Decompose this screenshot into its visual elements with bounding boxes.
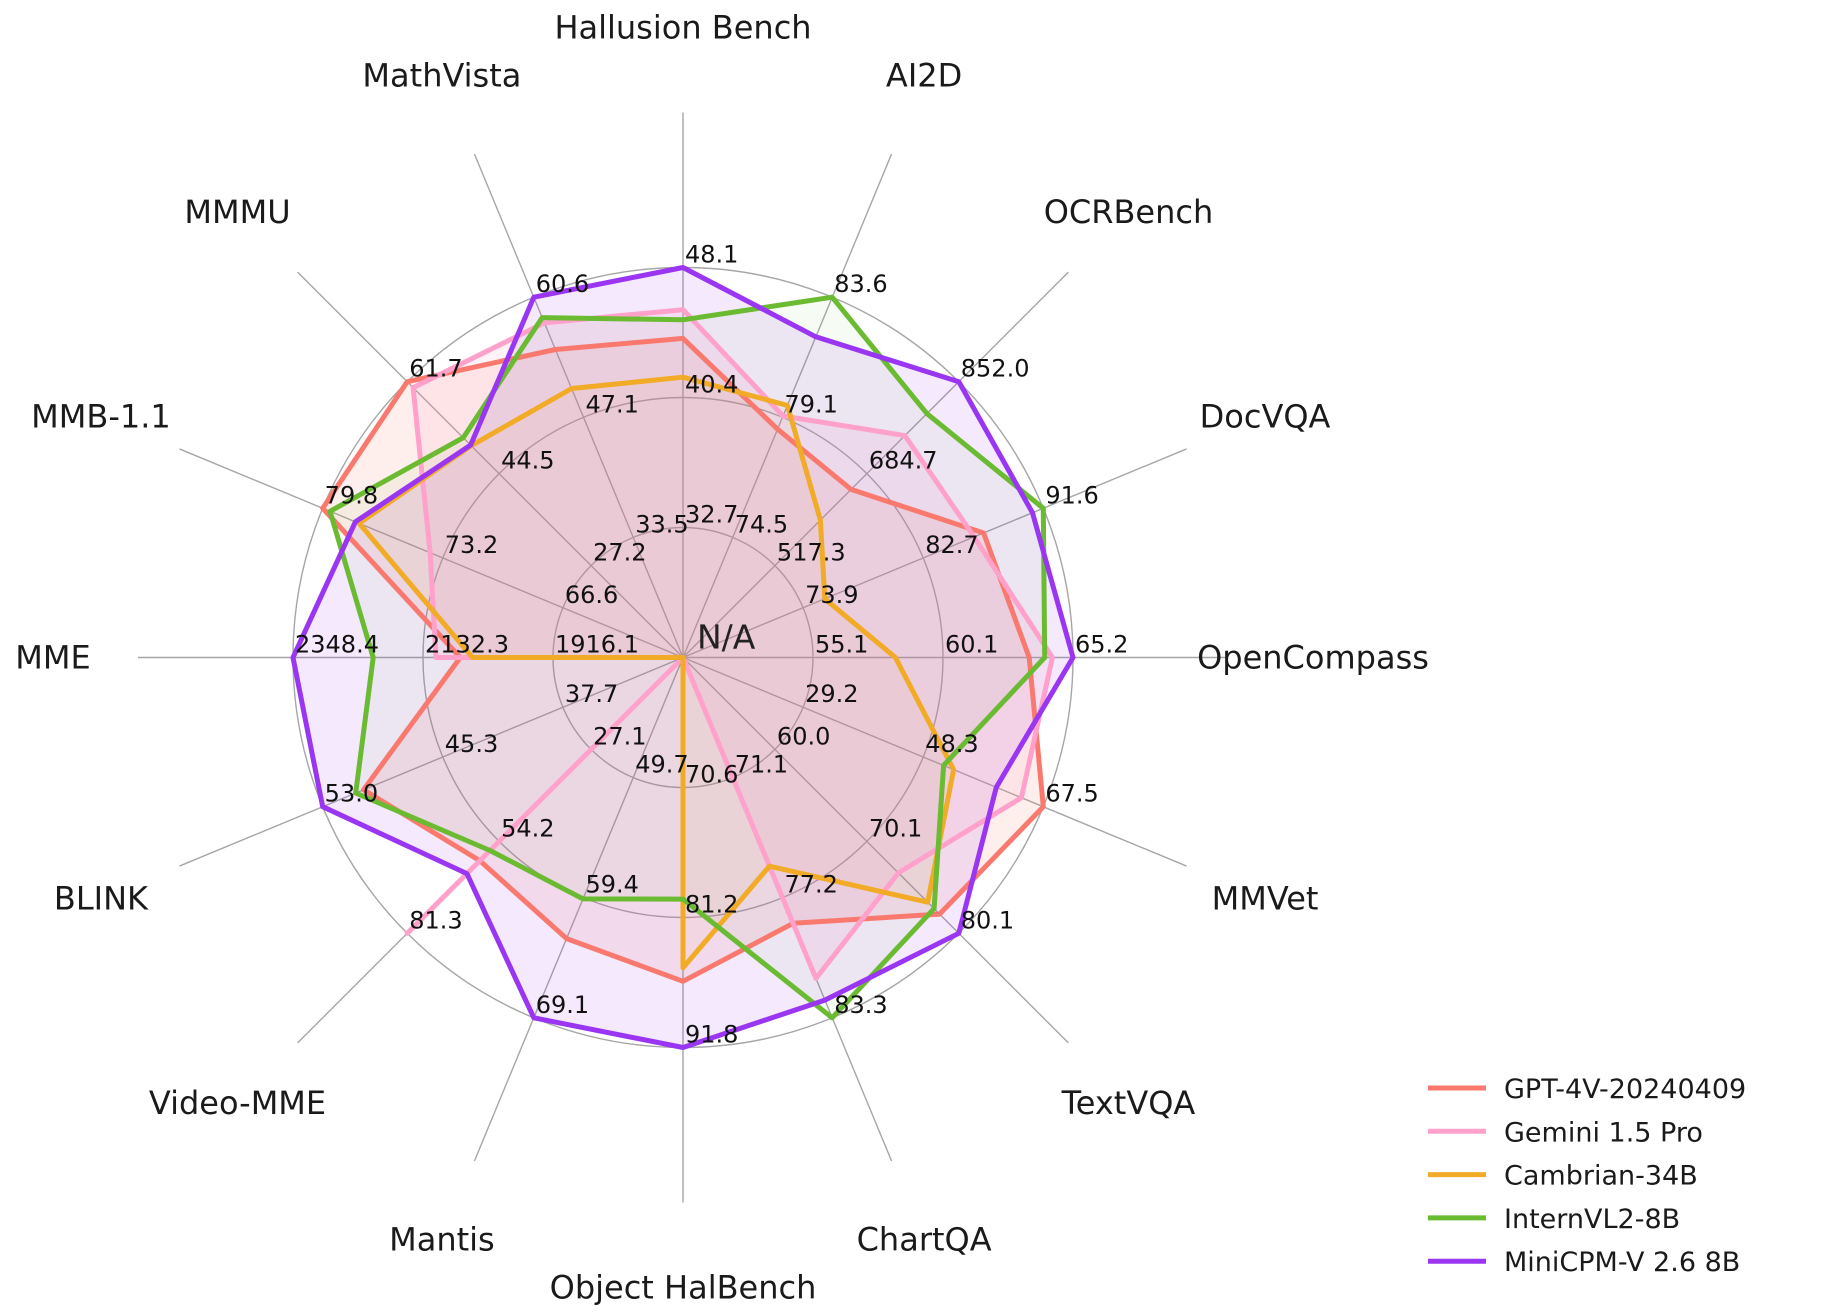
tick-label-4-0: 55.1 (815, 631, 868, 659)
grid-spoke-2 (682, 271, 1069, 658)
tick-label-1-0: 74.5 (735, 510, 788, 538)
tick-label-12-0: 1916.1 (555, 631, 639, 659)
grid-spoke-3 (682, 448, 1187, 659)
legend-label-internvl2-8b: InternVL2-8B (1504, 1204, 1680, 1235)
grid-spoke-9 (473, 657, 684, 1162)
tick-label-15-0: 33.5 (635, 510, 688, 538)
tick-label-8-1: 81.2 (685, 891, 738, 919)
tick-label-13-1: 73.2 (445, 531, 498, 559)
axis-label-textvqa: TextVQA (1061, 1084, 1196, 1122)
tick-label-1-1: 79.1 (784, 390, 837, 418)
series-line-gemini-1-5-pro (404, 307, 1055, 981)
tick-label-9-1: 59.4 (586, 871, 639, 899)
series-fill-internvl2-8b (330, 297, 1045, 1018)
series-fill-gemini-1-5-pro (407, 309, 1053, 979)
tick-label-6-2: 80.1 (961, 906, 1014, 934)
tick-label-0-0: 32.7 (685, 501, 738, 529)
axis-label-ai2d: AI2D (886, 56, 962, 94)
tick-label-7-2: 83.3 (834, 991, 887, 1019)
legend-label-minicpm-v-2-6-8b: MiniCPM-V 2.6 8B (1504, 1247, 1740, 1278)
tick-label-2-1: 684.7 (869, 447, 938, 475)
tick-label-11-1: 45.3 (445, 730, 498, 758)
grid-spoke-14 (297, 271, 684, 658)
axis-label-mmmu: MMMU (184, 193, 290, 231)
tick-label-3-2: 91.6 (1045, 481, 1098, 509)
tick-label-13-0: 66.6 (565, 581, 618, 609)
tick-label-14-1: 44.5 (501, 447, 554, 475)
tick-label-5-1: 48.3 (925, 730, 978, 758)
legend-label-gemini-1-5-pro: Gemini 1.5 Pro (1504, 1117, 1703, 1148)
tick-label-6-0: 60.0 (777, 722, 830, 750)
tick-label-10-0: 27.1 (593, 722, 646, 750)
axis-label-mathvista: MathVista (362, 56, 521, 94)
tick-label-12-1: 2132.3 (425, 631, 509, 659)
series-line-minicpm-v-2-6-8b (290, 265, 1076, 1050)
tick-label-2-0: 517.3 (777, 539, 846, 567)
axis-label-docvqa: DocVQA (1200, 397, 1331, 435)
series-line-internvl2-8b (327, 294, 1048, 1021)
tick-label-14-0: 27.2 (593, 539, 646, 567)
axis-label-hallusion-bench: Hallusion Bench (554, 9, 811, 47)
tick-label-15-1: 47.1 (586, 390, 639, 418)
tick-label-11-0: 37.7 (565, 680, 618, 708)
axis-label-mmb-1-1: MMB-1.1 (31, 397, 171, 435)
tick-label-12-2: 2348.4 (295, 631, 379, 659)
tick-label-5-0: 29.2 (805, 680, 858, 708)
tick-label-7-0: 71.1 (735, 751, 788, 779)
tick-label-8-2: 91.8 (685, 1021, 738, 1049)
axis-label-opencompass: OpenCompass (1197, 639, 1429, 677)
tick-label-13-2: 79.8 (325, 481, 378, 509)
axis-label-blink: BLINK (54, 880, 149, 918)
axis-label-object-halbench: Object HalBench (550, 1269, 817, 1307)
tick-label-10-2: 81.3 (409, 906, 462, 934)
tick-label-10-1: 54.2 (501, 814, 554, 842)
tick-label-15-2: 60.6 (536, 270, 589, 298)
axis-label-mme: MME (15, 639, 90, 677)
series-line-gpt-4v-20240409 (320, 335, 1046, 984)
grid-spoke-11 (179, 656, 684, 867)
axis-label-video-mme: Video-MME (149, 1084, 326, 1122)
tick-label-4-2: 65.2 (1075, 631, 1128, 659)
tick-label-2-2: 852.0 (961, 355, 1030, 383)
tick-label-7-1: 77.2 (784, 871, 837, 899)
tick-label-3-0: 73.9 (805, 581, 858, 609)
tick-label-6-1: 70.1 (869, 814, 922, 842)
tick-label-11-2: 53.0 (325, 780, 378, 808)
tick-label-3-1: 82.7 (925, 531, 978, 559)
tick-label-8-0: 70.6 (685, 761, 738, 789)
grid-spoke-6 (682, 657, 1069, 1044)
tick-label-0-1: 40.4 (685, 371, 738, 399)
axis-label-ocrbench: OCRBench (1044, 193, 1214, 231)
axis-label-mmvet: MMVet (1212, 880, 1319, 918)
tick-label-9-2: 69.1 (536, 991, 589, 1019)
tick-label-5-2: 67.5 (1045, 780, 1098, 808)
tick-label-4-1: 60.1 (945, 631, 998, 659)
tick-label-0-2: 48.1 (685, 241, 738, 269)
axis-label-mantis: Mantis (389, 1221, 495, 1259)
tick-label-9-0: 49.7 (635, 751, 688, 779)
tick-label-1-2: 83.6 (834, 270, 887, 298)
axis-label-chartqa: ChartQA (857, 1221, 992, 1259)
legend-label-gpt-4v-20240409: GPT-4V-20240409 (1504, 1074, 1746, 1105)
tick-label-14-2: 61.7 (409, 355, 462, 383)
grid-spoke-5 (682, 656, 1187, 867)
series-fill-cambrian-34b (359, 377, 954, 968)
grid-spoke-15 (473, 153, 684, 658)
center-na-label: N/A (697, 618, 756, 657)
legend-label-cambrian-34b: Cambrian-34B (1504, 1161, 1698, 1192)
